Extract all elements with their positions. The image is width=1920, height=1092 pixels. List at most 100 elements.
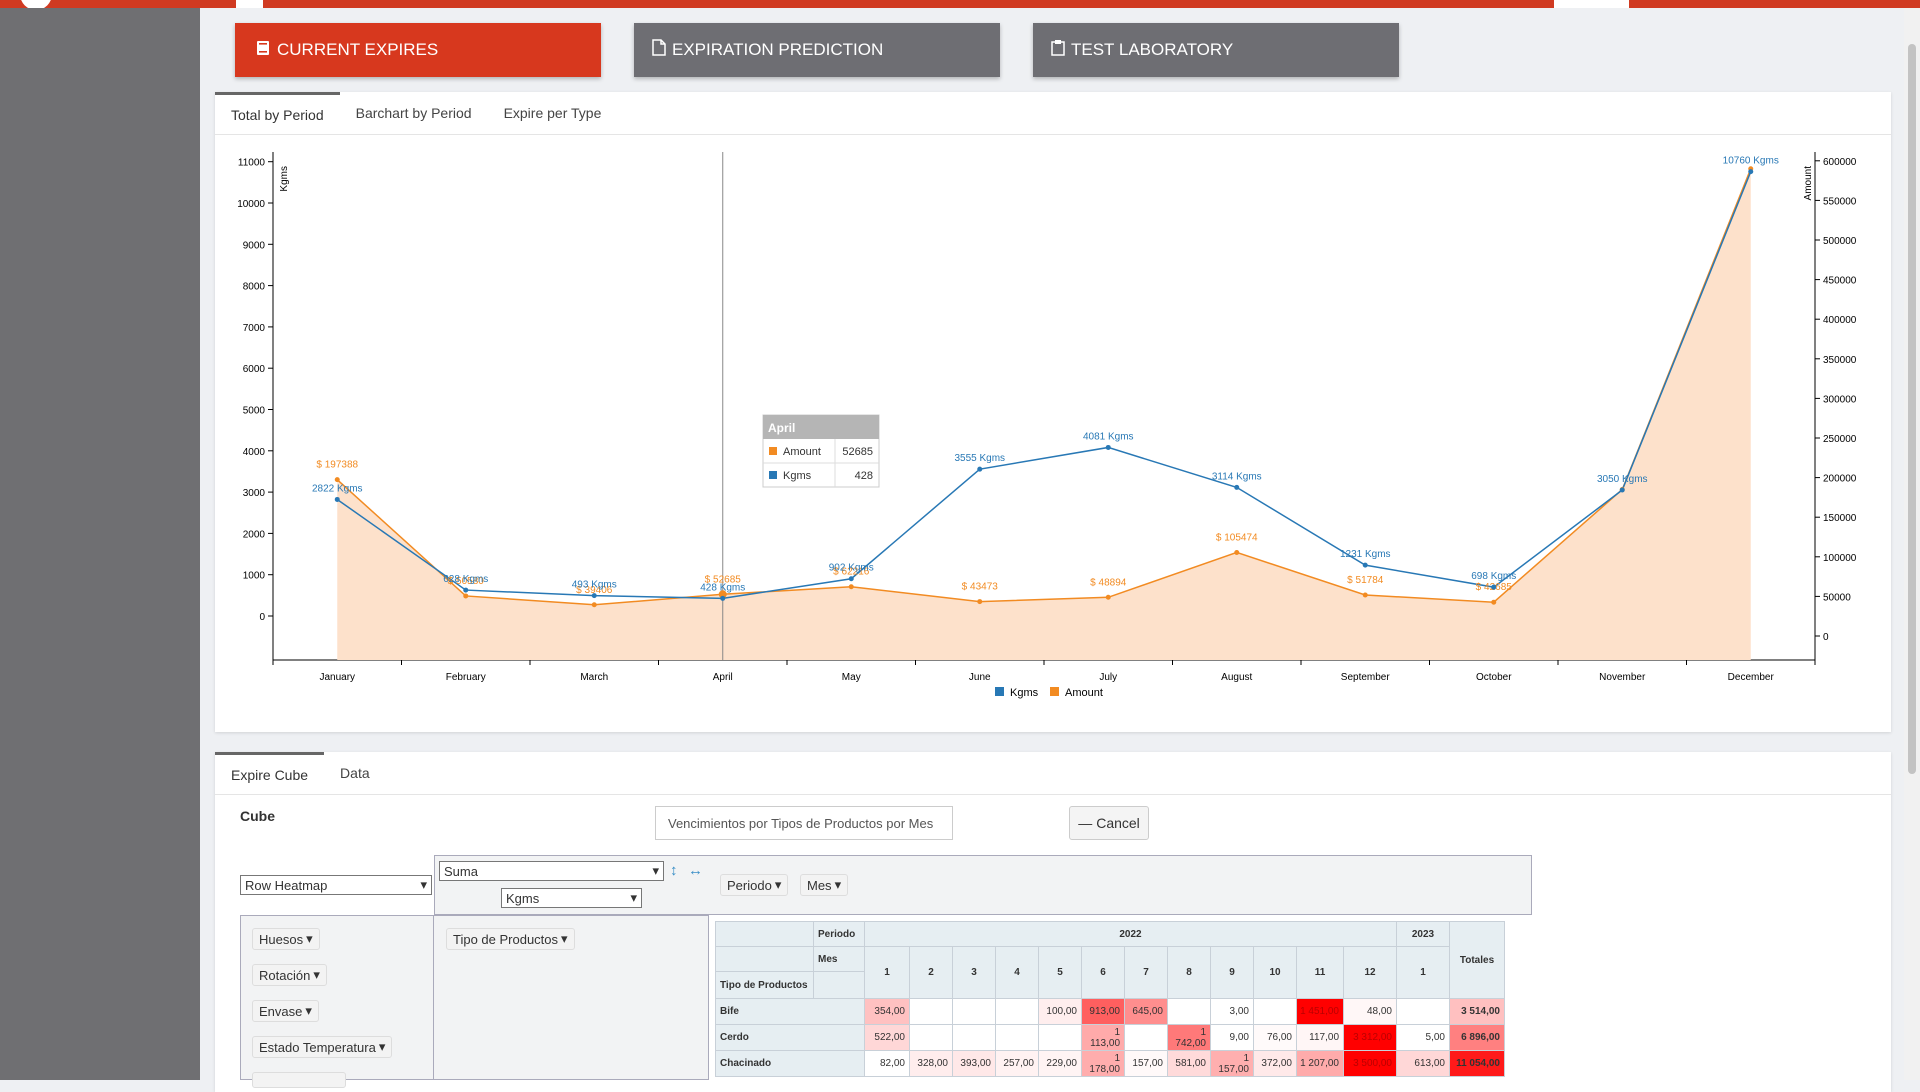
tab-data[interactable]: Data [340,765,370,781]
y-right-tick-label: 300000 [1823,394,1857,405]
tooltip-row-value: 52685 [842,446,873,458]
scrollbar-thumb[interactable] [1908,44,1916,774]
tab-expire-per-type[interactable]: Expire per Type [503,105,602,121]
col-field-mes[interactable]: Mes ▾ [800,874,849,896]
x-tick-label: November [1599,672,1646,683]
tab-expire-cube[interactable]: Expire Cube [215,752,325,794]
y-left-tick-label: 11000 [238,158,266,169]
kgms-point [1362,562,1368,568]
field-envase[interactable]: Envase ▾ [252,1000,319,1022]
caret-down-icon: ▾ [313,967,320,982]
kgms-point [1491,584,1497,590]
header-month: 6 [1081,946,1125,999]
y-left-tick-label: 1000 [243,571,266,582]
tooltip-swatch [769,471,777,479]
test-laboratory-button[interactable]: TEST LABORATORY [1033,23,1399,77]
table-cell: 1 207,00 [1296,1050,1344,1077]
header-month: 9 [1210,946,1254,999]
amount-point [334,477,340,483]
sort-order-icon[interactable]: ↕ [670,862,678,879]
expiration-prediction-button[interactable]: EXPIRATION PREDICTION [634,23,1000,77]
field-estado-temperatura[interactable]: Estado Temperatura ▾ [252,1036,393,1058]
tooltip-row-value: 428 [855,470,873,482]
tooltip-header [763,415,879,439]
cancel-label: Cancel [1096,815,1140,831]
kgms-data-label: 3555 Kgms [954,453,1005,464]
kgms-point [1234,484,1240,490]
table-cell [952,1024,996,1051]
x-tick-label: October [1476,672,1512,683]
header-year-2023: 2023 [1396,921,1450,947]
swap-axis-icon[interactable]: ↔ [688,862,703,879]
table-cell: 372,00 [1253,1050,1297,1077]
table-cell: 5,00 [1396,1024,1450,1051]
row-total: 3 514,00 [1449,998,1505,1025]
table-cell: 328,00 [909,1050,953,1077]
y-right-tick-label: 250000 [1823,434,1857,445]
amount-data-label: $ 197388 [316,460,358,471]
table-cell: 1 157,00 [1210,1050,1254,1077]
header-month: 5 [1038,946,1082,999]
table-cell [995,998,1039,1025]
field-more[interactable] [252,1072,346,1088]
header-month: 1 [864,946,910,999]
chart-tabs: Total by Period Barchart by Period Expir… [215,92,1891,135]
y-left-tick-label: 6000 [243,364,266,375]
cube-name-input[interactable]: Vencimientos por Tipos de Productos por … [655,806,953,840]
amount-point [1362,592,1368,598]
top-bar-tab[interactable] [1554,0,1629,8]
book-icon [255,40,271,61]
amount-data-label: $ 50580 [448,576,485,587]
kgms-point [720,595,726,601]
row-total: 6 896,00 [1449,1024,1505,1051]
table-cell: 1 742,00 [1167,1024,1211,1051]
measure-select[interactable]: Kgms ▾ [501,888,642,908]
col-field-periodo[interactable]: Periodo ▾ [720,874,789,896]
chart-card: Total by Period Barchart by Period Expir… [215,92,1891,732]
y-right-tick-label: 500000 [1823,236,1857,247]
table-cell [909,998,953,1025]
kgms-data-label: 3050 Kgms [1597,474,1648,485]
table-cell: 1 451,00 [1296,998,1344,1025]
y-right-tick-label: 50000 [1823,592,1851,603]
clipboard-icon [1051,39,1065,61]
field-label: Rotación [259,967,311,983]
kgms-point [1105,444,1111,450]
y-right-axis-title: Amount [1803,166,1814,201]
amount-area [337,168,1751,660]
header-month: 4 [995,946,1039,999]
renderer-select[interactable]: Row Heatmap ▾ [240,875,432,895]
field-rotacion[interactable]: Rotación ▾ [252,964,327,986]
kgms-point [1748,169,1754,175]
field-huesos[interactable]: Huesos ▾ [252,928,320,950]
current-expires-button[interactable]: CURRENT EXPIRES [235,23,601,77]
caret-down-icon: ▾ [306,931,313,946]
expires-line-chart: 0 1000 2000 3000 4000 5000 6000 7000 8000 9000 100… [237,152,1857,699]
table-cell: 100,00 [1038,998,1082,1025]
table-cell [1253,998,1297,1025]
aggregator-select[interactable]: Suma ▾ [439,861,664,881]
cancel-button[interactable]: — Cancel [1069,806,1149,840]
row-field-tipo-de-productos[interactable]: Tipo de Productos ▾ [446,928,575,950]
table-cell: 354,00 [864,998,910,1025]
y-left-tick-label: 3000 [243,488,266,499]
tab-barchart-by-period[interactable]: Barchart by Period [355,105,472,121]
caret-down-icon: ▾ [305,1003,312,1018]
field-label: Huesos [259,931,304,947]
field-label: Estado Temperatura [259,1039,376,1055]
tab-total-by-period[interactable]: Total by Period [215,92,340,134]
caret-down-icon: ▾ [834,877,842,892]
header-tipo: Tipo de Productos [715,971,814,999]
cube-tabs: Expire Cube Data [215,752,1891,795]
amount-point [1491,599,1497,605]
x-tick-label: December [1728,672,1775,683]
measure-value: Kgms [506,890,540,906]
y-right-tick-label: 200000 [1823,474,1857,485]
table-cell: 76,00 [1253,1024,1297,1051]
row-field-label: Tipo de Productos [453,931,559,947]
header-month: 8 [1167,946,1211,999]
x-tick-label: April [713,672,733,683]
y-left-tick-label: 2000 [243,529,266,540]
scrollbar[interactable] [1904,8,1920,1080]
table-row: Cerdo 522,00 1 113,00 1 742,00 9,00 76,00 117,… [715,1024,1505,1051]
